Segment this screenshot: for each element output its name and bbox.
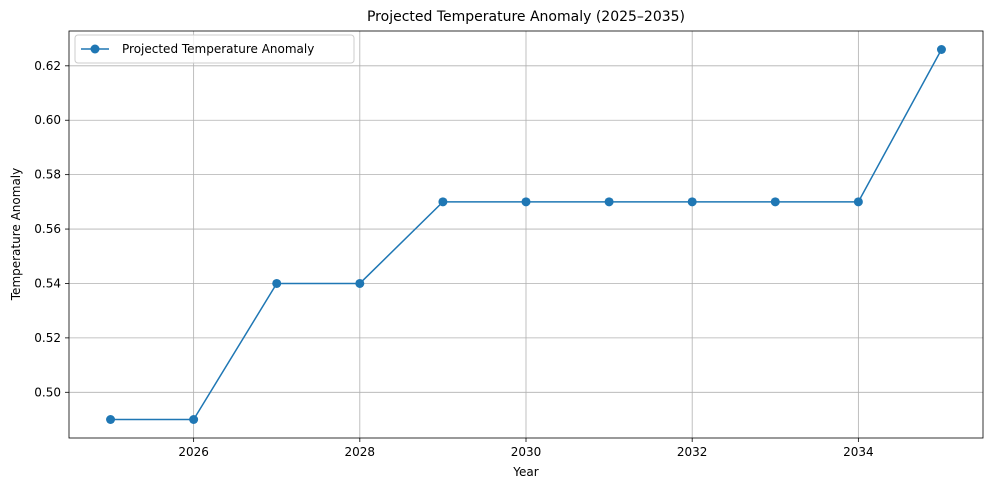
y-tick-label: 0.50: [34, 385, 61, 399]
x-tick-label: 2034: [843, 445, 874, 459]
y-tick-label: 0.60: [34, 113, 61, 127]
data-point: [355, 278, 365, 288]
legend-frame: [74, 34, 355, 64]
y-axis-ticks: 0.50 0.52 0.54 0.56 0.58 0.60 0.62: [34, 59, 69, 399]
legend: Projected Temperature Anomaly: [74, 34, 355, 64]
y-axis-label: Temperature Anomaly: [9, 168, 23, 301]
data-point: [521, 197, 531, 207]
data-point: [272, 278, 282, 288]
x-axis-label: Year: [512, 465, 538, 479]
x-tick-label: 2026: [178, 445, 209, 459]
y-tick-label: 0.52: [34, 331, 61, 345]
x-grid: [193, 31, 859, 438]
data-point: [189, 415, 199, 424]
x-tick-label: 2028: [345, 445, 376, 459]
data-point: [853, 197, 863, 207]
x-tick-label: 2032: [677, 445, 708, 459]
y-grid: [69, 65, 983, 393]
y-tick-label: 0.54: [34, 276, 61, 290]
y-tick-label: 0.58: [34, 168, 61, 182]
data-point: [936, 45, 946, 54]
data-point: [106, 415, 116, 424]
chart-title: Projected Temperature Anomaly (2025–2035…: [367, 9, 685, 25]
x-tick-label: 2030: [511, 445, 542, 459]
legend-entry-label: Projected Temperature Anomaly: [122, 42, 314, 56]
data-point: [770, 197, 780, 207]
series-layer: [106, 45, 946, 424]
y-tick-label: 0.62: [34, 59, 61, 73]
data-point: [604, 197, 614, 207]
x-axis-ticks: 2026 2028 2030 2032 2034: [178, 438, 874, 459]
legend-marker-swatch: [90, 44, 100, 54]
data-point: [687, 197, 697, 207]
y-tick-label: 0.56: [34, 222, 61, 236]
data-point: [438, 197, 448, 207]
